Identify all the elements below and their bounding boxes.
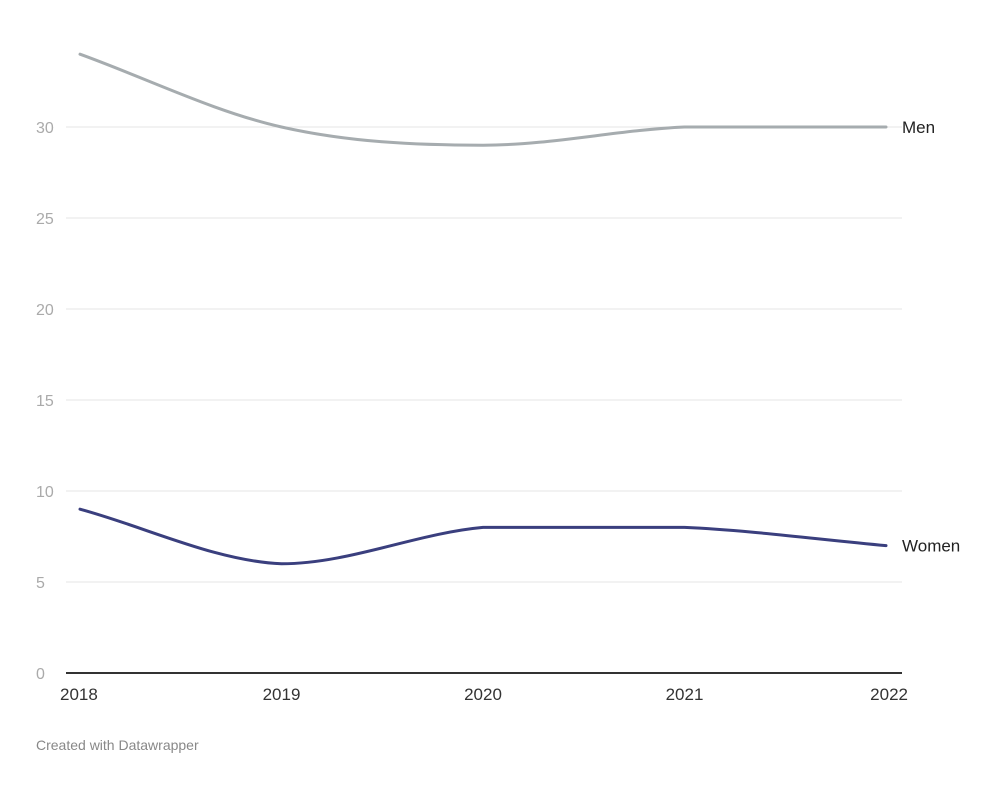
series-label-men: Men (902, 118, 935, 137)
y-tick-label: 10 (36, 484, 54, 501)
y-axis-ticks: 0 5 10 15 20 25 30 (36, 120, 54, 683)
gridlines (66, 126, 902, 674)
y-tick-label: 15 (36, 393, 54, 410)
x-tick-label: 2020 (464, 685, 502, 704)
x-tick-label: 2021 (666, 685, 704, 704)
x-tick-label: 2018 (60, 685, 98, 704)
series-line-women (78, 507, 888, 566)
y-tick-label: 5 (36, 575, 45, 592)
x-axis-ticks: 2018 2019 2020 2021 2022 (60, 685, 908, 704)
x-tick-label: 2019 (263, 685, 301, 704)
series-labels: Men Women (902, 118, 960, 556)
y-tick-label: 30 (36, 120, 54, 137)
y-tick-label: 25 (36, 211, 54, 228)
series-label-women: Women (902, 537, 960, 556)
x-tick-label: 2022 (870, 685, 908, 704)
credit-footer: Created with Datawrapper (36, 737, 199, 753)
y-tick-label: 0 (36, 666, 45, 683)
series-line-men (78, 52, 888, 147)
y-tick-label: 20 (36, 302, 54, 319)
series-lines (78, 52, 888, 566)
